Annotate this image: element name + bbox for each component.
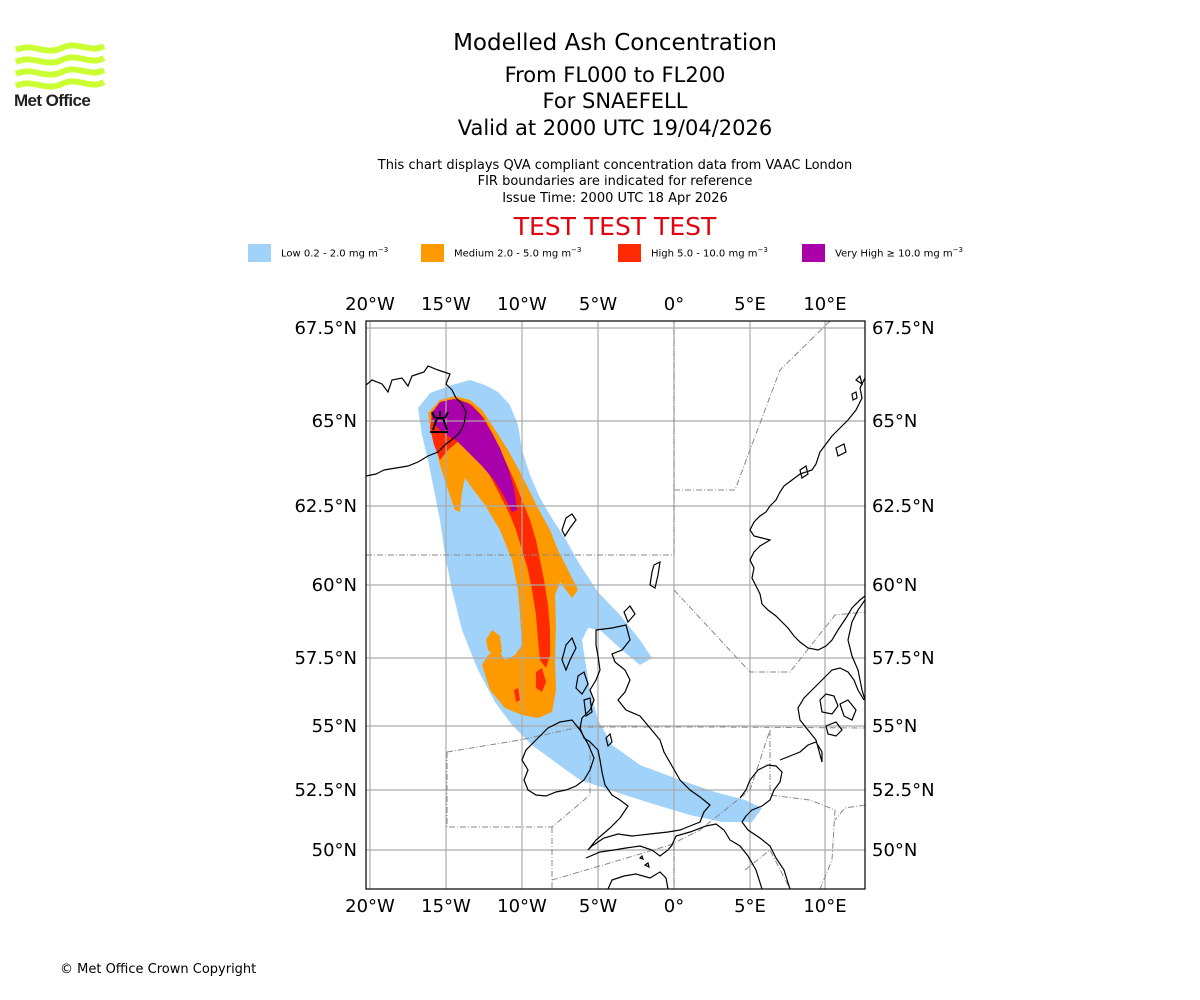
- issue-time: Issue Time: 2000 UTC 18 Apr 2026: [502, 191, 728, 206]
- logo-wave: [14, 42, 106, 54]
- logo-wave: [14, 66, 106, 78]
- map-frame: [365, 320, 866, 890]
- longitude-tick-label: 5°E: [734, 294, 766, 315]
- legend-item-low: Low 0.2 - 2.0 mg m−3: [248, 243, 388, 263]
- legend-swatch-medium: [421, 244, 444, 262]
- longitude-ticks-top: 20°W 15°W 10°W 5°W 0° 5°E 10°E: [345, 294, 846, 315]
- legend-label-high: High 5.0 - 10.0 mg m: [651, 248, 758, 260]
- latitude-tick-label: 50°N: [872, 840, 917, 861]
- latitude-tick-label: 52.5°N: [294, 780, 357, 801]
- met-office-logo-icon: [14, 42, 106, 90]
- legend-unit-exp: −3: [952, 246, 963, 255]
- fir-boundary: [674, 321, 831, 491]
- valid-time: Valid at 2000 UTC 19/04/2026: [457, 116, 773, 140]
- coastline-orkney: [623, 605, 636, 624]
- fir-boundary: [769, 730, 836, 889]
- latitude-tick-label: 55°N: [872, 716, 917, 737]
- latitude-tick-label: 62.5°N: [294, 496, 357, 517]
- longitude-tick-label: 5°W: [579, 294, 617, 315]
- test-banner: TEST TEST TEST: [513, 212, 717, 241]
- longitude-tick-label: 10°W: [497, 896, 547, 917]
- chart-title: Modelled Ash Concentration: [453, 30, 777, 56]
- legend-swatch-very-high: [802, 244, 825, 262]
- longitude-tick-label: 0°: [664, 896, 684, 917]
- latitude-ticks-right: 67.5°N 65°N 62.5°N 60°N 57.5°N 55°N 52.5°N 50°N: [872, 318, 935, 861]
- fir-boundary: [673, 589, 865, 673]
- latitude-tick-label: 65°N: [872, 411, 917, 432]
- coastline-netherlands: [739, 764, 791, 889]
- longitude-tick-label: 20°W: [345, 294, 395, 315]
- coastlines: [366, 365, 865, 889]
- latitude-tick-label: 50°N: [312, 840, 357, 861]
- coastline-norway: [749, 377, 865, 651]
- longitude-tick-label: 20°W: [345, 896, 395, 917]
- ash-contours: [418, 380, 762, 822]
- legend-label-very-high: Very High ≥ 10.0 mg m: [835, 248, 953, 260]
- legend-item-high: High 5.0 - 10.0 mg m−3: [618, 243, 768, 263]
- coastline-scotland: [579, 624, 711, 851]
- longitude-tick-label: 10°E: [803, 294, 846, 315]
- logo-wave: [14, 54, 106, 66]
- coastline-isle-of-man: [605, 732, 613, 748]
- coastline-hebrides: [561, 636, 593, 718]
- legend-label-low: Low 0.2 - 2.0 mg m: [281, 248, 378, 260]
- fir-boundaries: [366, 321, 865, 889]
- longitude-tick-label: 5°E: [734, 896, 766, 917]
- fir-boundary: [834, 804, 865, 821]
- legend-unit-exp: −3: [757, 246, 768, 255]
- coastline-norway-islands: [799, 374, 863, 479]
- coastline-denmark-islands: [819, 693, 857, 737]
- met-office-logo-text: Met Office: [14, 91, 91, 110]
- coastline-sweden: [847, 599, 865, 701]
- latitude-tick-label: 67.5°N: [872, 318, 935, 339]
- fir-boundary: [366, 321, 675, 556]
- legend-unit-exp: −3: [571, 246, 582, 255]
- gridlines: [366, 321, 865, 889]
- longitude-tick-label: 10°E: [803, 896, 846, 917]
- legend-item-very-high: Very High ≥ 10.0 mg m−3: [802, 243, 963, 263]
- legend-unit-exp: −3: [377, 246, 389, 255]
- legend-swatch-low: [248, 244, 271, 262]
- legend-swatch-high: [618, 244, 641, 262]
- longitude-tick-label: 0°: [664, 294, 684, 315]
- ash-area-medium-patch: [486, 630, 502, 656]
- logo-wave: [14, 78, 106, 90]
- latitude-tick-label: 60°N: [872, 575, 917, 596]
- coastline-france: [585, 823, 763, 889]
- legend-label-medium: Medium 2.0 - 5.0 mg m: [454, 248, 572, 260]
- data-source-note: This chart displays QVA compliant concen…: [377, 158, 853, 173]
- legend-item-medium: Medium 2.0 - 5.0 mg m−3: [421, 243, 581, 263]
- latitude-tick-label: 57.5°N: [294, 648, 357, 669]
- latitude-tick-label: 52.5°N: [872, 780, 935, 801]
- coastline-iceland: [366, 365, 467, 477]
- fir-note: FIR boundaries are indicated for referen…: [477, 174, 753, 189]
- fir-boundary: [446, 726, 865, 753]
- latitude-tick-label: 57.5°N: [872, 648, 935, 669]
- coastline-ireland: [521, 719, 595, 797]
- fir-boundary: [551, 729, 771, 889]
- latitude-tick-label: 67.5°N: [294, 318, 357, 339]
- coastline-shetland: [649, 560, 661, 589]
- ash-area-very-high: [431, 399, 517, 512]
- volcano-name: For SNAEFELL: [542, 89, 688, 113]
- volcano-icon: [430, 411, 449, 433]
- coastline-brittany: [607, 871, 669, 889]
- longitude-tick-label: 15°W: [421, 294, 471, 315]
- latitude-tick-label: 65°N: [312, 411, 357, 432]
- longitude-tick-label: 5°W: [579, 896, 617, 917]
- latitude-tick-label: 60°N: [312, 575, 357, 596]
- coastline-faroe: [561, 513, 577, 538]
- coastline-germany-denmark: [779, 667, 865, 763]
- longitude-ticks-bottom: 20°W 15°W 10°W 5°W 0° 5°E 10°E: [345, 896, 846, 917]
- longitude-tick-label: 10°W: [497, 294, 547, 315]
- ash-area-high-patch: [514, 668, 546, 702]
- longitude-tick-label: 15°W: [421, 896, 471, 917]
- latitude-ticks-left: 67.5°N 65°N 62.5°N 60°N 57.5°N 55°N 52.5°N 50°N: [294, 318, 357, 861]
- flight-level-range: From FL000 to FL200: [504, 63, 726, 87]
- latitude-tick-label: 62.5°N: [872, 496, 935, 517]
- coastline-channel-islands: [638, 854, 650, 869]
- latitude-tick-label: 55°N: [312, 716, 357, 737]
- copyright-notice: © Met Office Crown Copyright: [60, 962, 257, 977]
